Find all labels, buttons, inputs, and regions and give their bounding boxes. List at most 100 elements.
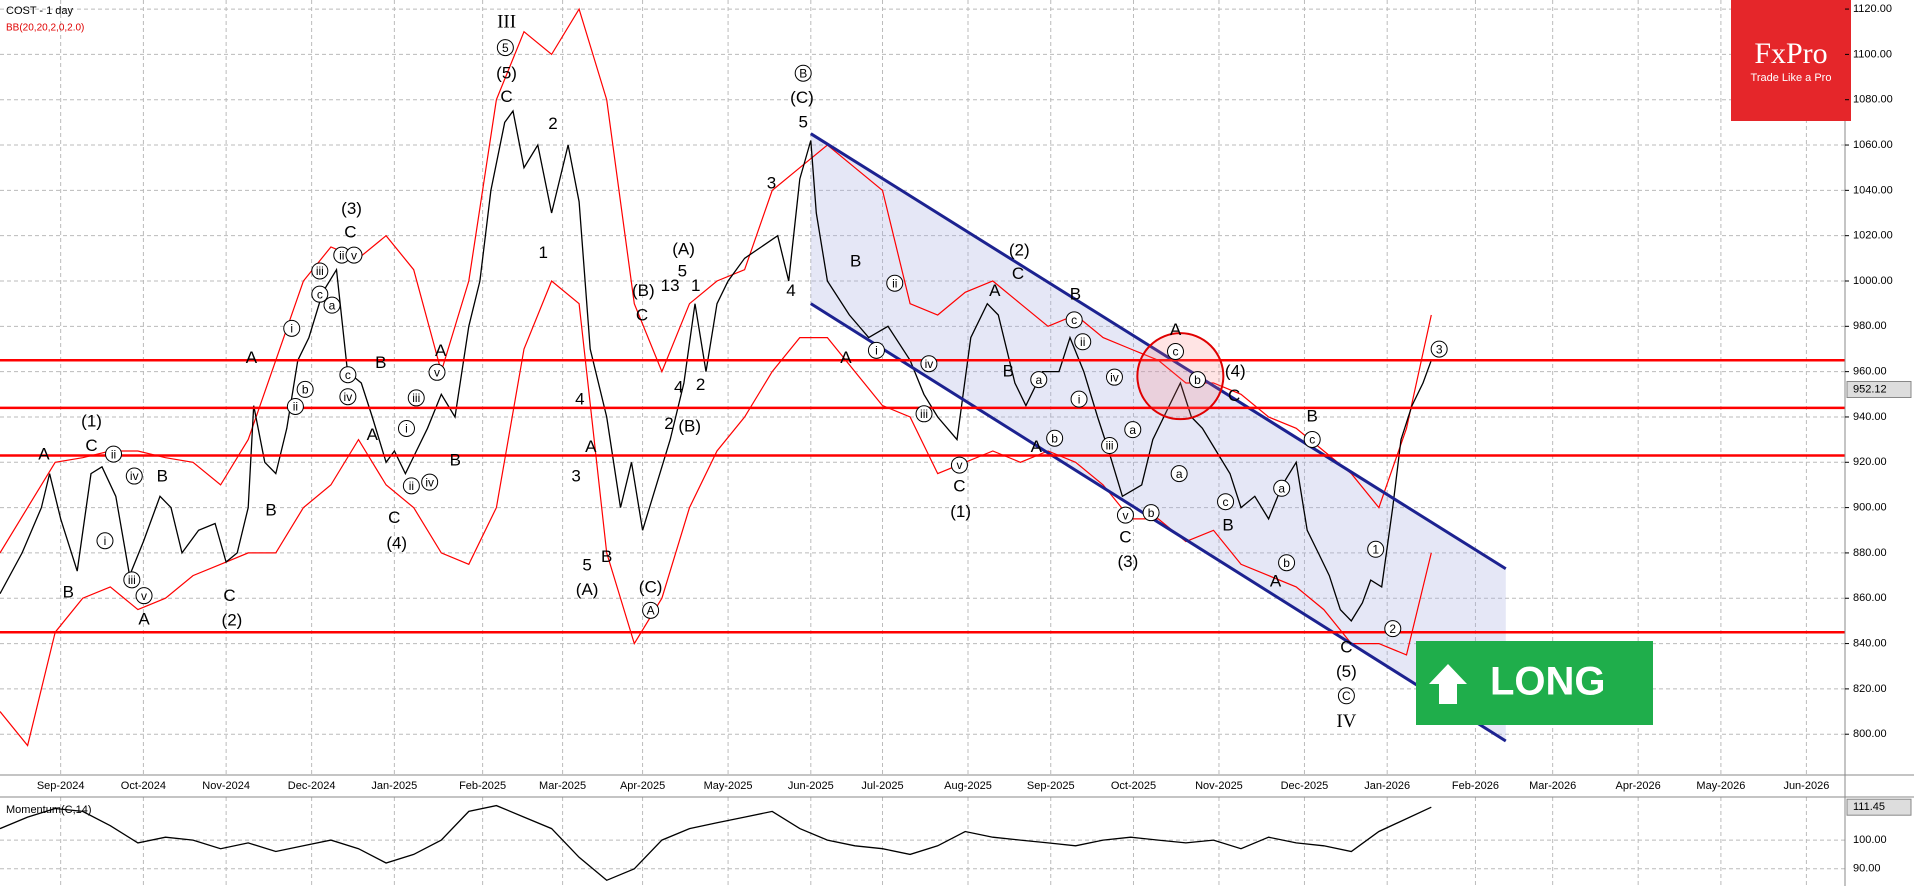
wave-label: B xyxy=(799,66,807,80)
wave-label-ring xyxy=(323,296,341,314)
wave-label: iii xyxy=(128,573,136,587)
y-tick-label: 900.00 xyxy=(1853,502,1887,514)
x-tick-label: Oct-2025 xyxy=(1111,780,1156,792)
x-tick-label: Feb-2025 xyxy=(459,780,506,792)
wave-label: iv xyxy=(344,390,353,404)
wave-label-ring xyxy=(397,419,415,437)
x-tick-label: Apr-2026 xyxy=(1616,780,1661,792)
wave-label: (3) xyxy=(341,199,362,218)
wave-label-ring xyxy=(135,587,153,605)
wave-label-ring xyxy=(1065,311,1083,329)
wave-label: (B) xyxy=(632,281,655,300)
channel-line xyxy=(810,132,1507,571)
wave-label: c xyxy=(345,368,351,382)
wave-label: (C) xyxy=(790,88,814,107)
wave-label-ring xyxy=(1101,437,1119,455)
x-tick-label: Sep-2024 xyxy=(37,780,85,792)
wave-label: C xyxy=(500,87,512,106)
wave-label: A xyxy=(367,425,379,444)
wave-label: C xyxy=(85,436,97,455)
wave-label-ring xyxy=(1384,620,1402,638)
wave-label: B xyxy=(1070,285,1081,304)
wave-label-ring xyxy=(496,39,514,57)
wave-label: i xyxy=(1078,392,1081,406)
wave-label: iii xyxy=(412,391,420,405)
wave-label: C xyxy=(1340,637,1352,656)
wave-label: i xyxy=(104,534,107,548)
wave-label-ring xyxy=(339,366,357,384)
wave-label-ring xyxy=(286,397,304,415)
wave-label: 2 xyxy=(1389,622,1396,636)
wave-label-ring xyxy=(1030,371,1048,389)
wave-label: A xyxy=(1031,437,1043,456)
wave-label: iv xyxy=(1110,370,1119,384)
y-tick-label: 1060.00 xyxy=(1853,139,1893,151)
wave-label-ring xyxy=(1166,343,1184,361)
wave-label: (1) xyxy=(81,412,102,431)
wave-label: B xyxy=(1003,362,1014,381)
wave-label: a xyxy=(1129,423,1136,437)
signal-arrow xyxy=(1429,664,1467,704)
y-tick-label: 940.00 xyxy=(1853,411,1887,423)
wave-label: b xyxy=(1148,506,1155,520)
wave-label-ring xyxy=(950,456,968,474)
wave-label-ring xyxy=(1074,333,1092,351)
wave-label: C xyxy=(1012,264,1024,283)
wave-label: A xyxy=(840,348,852,367)
y-tick-label: 800.00 xyxy=(1853,728,1887,740)
wave-label-ring xyxy=(1070,390,1088,408)
wave-label: C xyxy=(344,222,356,241)
wave-label: A xyxy=(1170,320,1182,339)
wave-label: v xyxy=(434,365,440,379)
wave-label: iv xyxy=(130,469,139,483)
wave-label: c xyxy=(1309,433,1315,447)
wave-label: B xyxy=(157,467,168,486)
highlight-circle xyxy=(1136,332,1225,421)
wave-label: B xyxy=(1307,407,1318,426)
wave-label: 4 xyxy=(786,281,795,300)
momentum-marker xyxy=(1846,798,1912,816)
wave-label-ring xyxy=(1430,340,1448,358)
wave-label: (4) xyxy=(1225,362,1246,381)
wave-label-ring xyxy=(1105,368,1123,386)
x-tick-label: May-2025 xyxy=(704,780,753,792)
y-tick-label: 100.00 xyxy=(1853,834,1887,846)
y-tick-label: 1000.00 xyxy=(1853,275,1893,287)
price-marker xyxy=(1846,380,1912,398)
wave-label: c xyxy=(1071,313,1077,327)
wave-label: A xyxy=(1270,572,1282,591)
x-tick-label: Jan-2025 xyxy=(371,780,417,792)
wave-label: i xyxy=(290,322,293,336)
wave-label-ring xyxy=(428,363,446,381)
wave-label: ii xyxy=(892,276,897,290)
wave-label-ring xyxy=(1217,493,1235,511)
wave-label: (4) xyxy=(386,534,407,553)
wave-label: (2) xyxy=(222,611,243,630)
wave-label: III xyxy=(497,11,516,32)
wave-label-ring xyxy=(345,246,363,264)
wave-label: B xyxy=(375,353,386,372)
wave-label-ring xyxy=(1337,687,1355,705)
y-tick-label: 980.00 xyxy=(1853,320,1887,332)
y-tick-label: 820.00 xyxy=(1853,683,1887,695)
wave-label: 2 xyxy=(664,414,673,433)
y-tick-label: 840.00 xyxy=(1853,637,1887,649)
wave-label: (3) xyxy=(1118,552,1139,571)
wave-label: a xyxy=(1278,481,1285,495)
wave-label: A xyxy=(246,348,258,367)
wave-label: A xyxy=(138,609,150,628)
wave-label-ring xyxy=(123,571,141,589)
x-tick-label: Jul-2025 xyxy=(861,780,903,792)
y-tick-label: 920.00 xyxy=(1853,456,1887,468)
wave-label-ring xyxy=(1303,430,1321,448)
x-tick-label: Nov-2024 xyxy=(202,780,250,792)
wave-label: 1 xyxy=(538,243,547,262)
wave-label: b xyxy=(302,383,309,397)
wave-label: iii xyxy=(920,407,928,421)
wave-label-ring xyxy=(886,274,904,292)
wave-label-ring xyxy=(867,341,885,359)
wave-label-ring xyxy=(125,467,143,485)
wave-label: v xyxy=(1122,508,1128,522)
wave-label: 13 xyxy=(661,276,680,295)
